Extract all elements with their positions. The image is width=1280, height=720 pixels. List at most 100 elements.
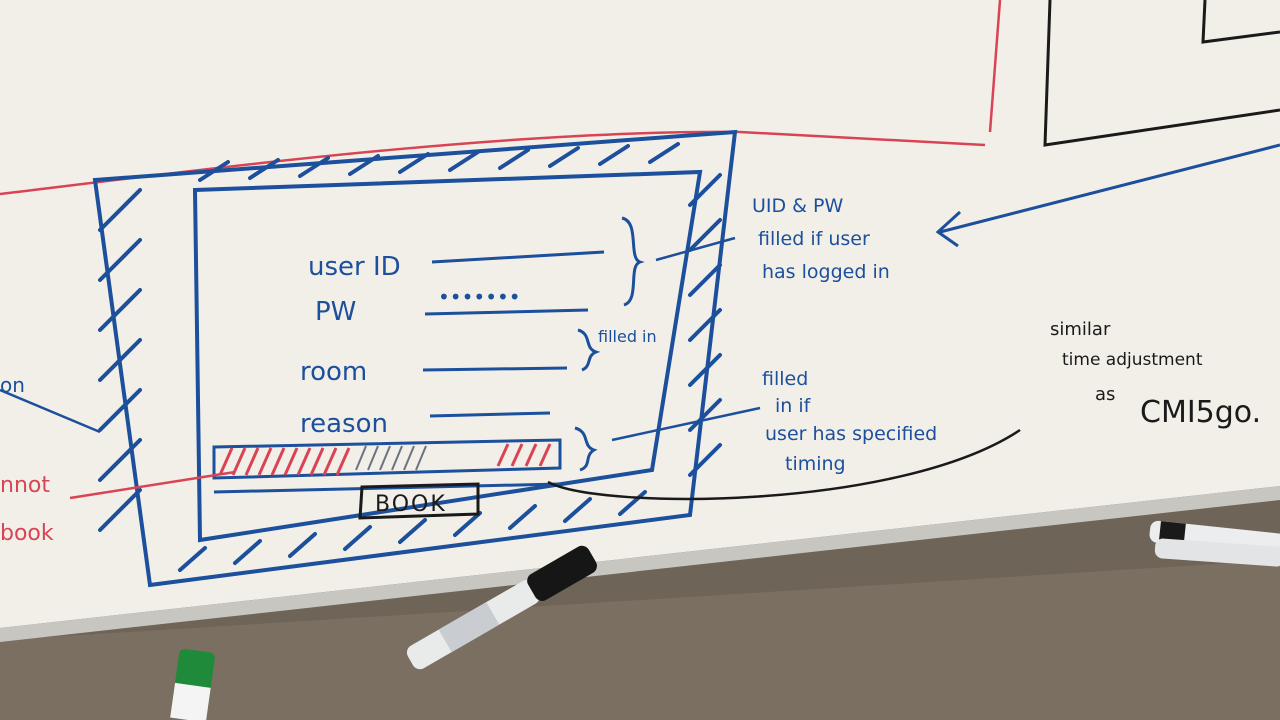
timing-note-line-1: filled: [762, 368, 808, 390]
cannot-text: nnot: [0, 473, 50, 498]
grey-hatch-mark: [391, 445, 403, 471]
uid-pw-brace: [621, 216, 645, 307]
whiteboard-tray: [0, 486, 1280, 642]
hatch-mark-left: [98, 188, 142, 232]
similar-note-line-1: similar: [1050, 319, 1111, 340]
hatch-mark-top: [298, 156, 330, 178]
arrow-head-icon: [935, 210, 962, 248]
hatch-mark-right: [688, 398, 722, 432]
time-bar-underline: [213, 482, 561, 494]
red-hatch-mark: [231, 447, 247, 476]
uid-note-connector: [655, 236, 736, 262]
blue-arrow-line: [939, 143, 1280, 234]
red-hatch-mark: [309, 447, 325, 476]
red-hatch-mark: [257, 447, 273, 476]
grey-hatch-mark: [379, 445, 391, 471]
form-field-lines: [422, 250, 605, 418]
similar-note-line-2: time adjustment: [1062, 350, 1203, 370]
hatch-mark-bottom: [233, 539, 262, 565]
hatch-mark-left: [98, 488, 142, 532]
pw-dots: •••••••: [438, 285, 521, 309]
red-hatch-mark: [335, 447, 351, 476]
hatch-mark-right: [688, 173, 722, 207]
hatch-mark-top: [198, 160, 230, 182]
black-inner-box: [1201, 0, 1280, 44]
hatch-mark-bottom: [453, 511, 482, 537]
grey-hatch-mark: [367, 445, 379, 471]
book-text: book: [0, 521, 54, 546]
hatch-mark-right: [688, 263, 722, 297]
marker-pen: [170, 520, 1280, 720]
hatch-mark-bottom: [178, 546, 207, 572]
hatch-mark-right: [688, 353, 722, 387]
hatch-mark-bottom: [398, 518, 427, 544]
uid-note-line-1: UID & PW: [752, 195, 843, 217]
uid-pw-note: UID & PW filled if user has logged in: [752, 195, 890, 283]
hatch-mark-bottom: [288, 532, 317, 558]
book-button-label[interactable]: BOOK: [375, 492, 447, 517]
hatched-time-bar: [212, 438, 562, 494]
red-hatch-mark: [496, 443, 510, 467]
hatch-mark-bottom: [343, 525, 372, 551]
cannot-book-arrow: [69, 470, 236, 500]
red-hatch-mark: [524, 443, 538, 467]
hatch-mark-top: [398, 152, 430, 174]
hatch-mark-right: [688, 308, 722, 342]
hatch-mark-top: [248, 158, 280, 180]
user-id-label: user ID: [308, 252, 401, 282]
timing-note-line-2: in if: [775, 395, 812, 417]
timing-note: filled in if user has specified timing: [762, 368, 937, 475]
red-hatch-mark: [283, 447, 299, 476]
marker-right-2: [1154, 538, 1280, 567]
frame-hatching: [98, 142, 722, 572]
red-vertical-line: [988, 0, 1002, 133]
red-hatch-mark: [218, 447, 234, 476]
hatch-mark-left: [98, 338, 142, 382]
similar-note-connector: [547, 428, 1021, 501]
brace-note: filled in: [598, 327, 657, 346]
reason-label: reason: [300, 409, 388, 439]
red-hatch-mark: [296, 447, 312, 476]
hatch-mark-right: [688, 443, 722, 477]
marker-green: [170, 648, 215, 720]
left-connector: [0, 388, 101, 434]
timing-note-line-3: user has specified: [765, 423, 937, 445]
similar-note-line-3: as: [1095, 384, 1115, 405]
black-box-sketch: [1043, 0, 1280, 147]
hatch-mark-right: [688, 218, 722, 252]
pw-line: [424, 308, 589, 316]
timebar-brace: [574, 426, 598, 472]
book-button-outline[interactable]: [358, 482, 480, 520]
hatch-mark-top: [448, 150, 480, 172]
hatch-mark-top: [498, 148, 530, 170]
marker-center: [406, 545, 597, 670]
hatch-mark-top: [348, 154, 380, 176]
hatch-mark-left: [98, 238, 142, 282]
hatch-mark-left: [98, 388, 142, 432]
hatch-mark-left: [98, 288, 142, 332]
timing-note-connector: [611, 406, 761, 442]
red-hatch-mark: [538, 443, 552, 467]
hatch-mark-top: [648, 142, 680, 164]
hatch-mark-left: [98, 438, 142, 482]
grey-hatch-mark: [403, 445, 415, 471]
grey-hatch-mark: [355, 445, 367, 471]
red-hatch-mark: [270, 447, 286, 476]
reason-line: [429, 411, 551, 418]
hatch-mark-top: [598, 144, 630, 166]
room-brace: [577, 328, 601, 372]
hatch-mark-bottom: [508, 504, 537, 530]
user-id-line: [431, 250, 605, 264]
similar-note-line-4: CMI5go.: [1140, 395, 1261, 430]
room-label: room: [300, 357, 367, 387]
room-line: [422, 366, 568, 372]
inner-frame: [192, 169, 703, 543]
pw-label: PW: [315, 297, 356, 327]
red-hatch-mark: [510, 443, 524, 467]
timing-note-line-4: timing: [785, 453, 846, 475]
uid-note-line-3: has logged in: [762, 261, 890, 283]
hatch-mark-bottom: [563, 497, 592, 523]
grey-hatch-mark: [415, 445, 427, 471]
red-hatch-mark: [244, 447, 260, 476]
